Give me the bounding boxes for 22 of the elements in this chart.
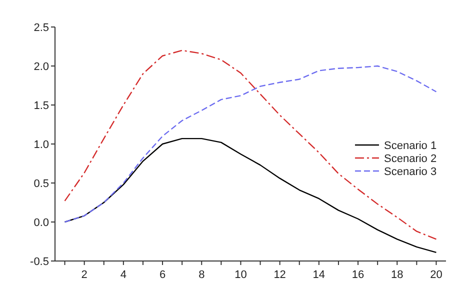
- x-tick-label: 20: [430, 269, 442, 281]
- line-series: [64, 65, 437, 223]
- x-tick-label: 10: [234, 269, 247, 281]
- x-tick-label: 12: [274, 269, 286, 281]
- legend-label: Scenario 3: [384, 166, 437, 178]
- legend-label: Scenario 1: [384, 140, 437, 152]
- y-tick-label: 0.0: [34, 216, 49, 229]
- y-tick-label: 2.5: [34, 22, 49, 34]
- line-series: [64, 50, 437, 240]
- x-tick-label: 2: [81, 269, 88, 281]
- legend-label: Scenario 2: [384, 152, 437, 165]
- y-tick-label: 1.0: [34, 138, 49, 151]
- y-tick-label: 0.5: [34, 178, 49, 190]
- x-tick-label: 16: [352, 269, 364, 281]
- y-tick-label: -0.5: [30, 256, 49, 268]
- x-tick-label: 8: [198, 269, 205, 281]
- x-tick-label: 6: [159, 269, 166, 281]
- x-tick-label: 14: [312, 269, 326, 281]
- y-tick-label: 2.0: [34, 60, 49, 73]
- y-tick-label: 1.5: [34, 100, 49, 112]
- x-tick-label: 18: [391, 269, 404, 281]
- x-tick-label: 4: [120, 269, 126, 281]
